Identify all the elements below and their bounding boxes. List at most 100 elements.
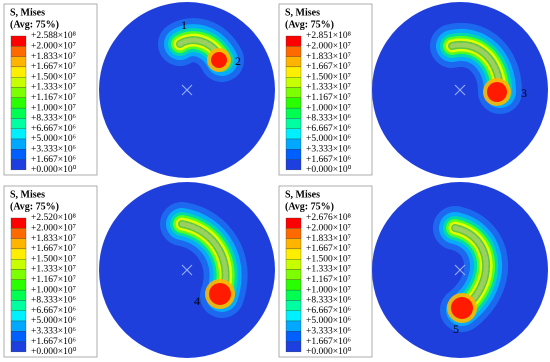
legend-label: +1.000×10⁷ xyxy=(306,285,351,295)
center-cross xyxy=(454,84,466,96)
stress-tip xyxy=(211,52,227,68)
legend-label: +5.000×10⁶ xyxy=(31,316,76,326)
legend-swatch xyxy=(10,46,27,57)
legend-subtitle: (Avg: 75%) xyxy=(285,19,334,30)
legend-label: +1.000×10⁷ xyxy=(31,285,76,295)
center-cross xyxy=(454,264,466,276)
legend-label: +1.833×10⁷ xyxy=(306,52,351,62)
legend-swatch xyxy=(10,159,27,171)
legend-label: +1.667×10⁶ xyxy=(31,337,76,347)
legend-swatch xyxy=(10,77,27,88)
legend-label: +1.167×10⁷ xyxy=(306,275,351,285)
legend-swatch xyxy=(10,107,27,119)
legend-swatch xyxy=(285,228,302,239)
legend-label: +1.500×10⁷ xyxy=(31,254,76,264)
legend-label: +1.667×10⁶ xyxy=(306,155,351,165)
stress-tip xyxy=(209,283,231,305)
legend-label: +2.851×10⁸ xyxy=(306,31,351,41)
legend-swatch xyxy=(10,279,27,291)
legend-label: +3.333×10⁶ xyxy=(306,326,351,336)
legend-label: +1.333×10⁷ xyxy=(306,265,351,275)
legend-swatch xyxy=(285,87,302,98)
legend-label: +1.000×10⁷ xyxy=(306,103,351,113)
center-cross xyxy=(181,84,193,96)
legend-label: +1.167×10⁷ xyxy=(31,275,76,285)
legend-swatch xyxy=(10,300,27,311)
legend-swatch xyxy=(10,228,27,239)
legend-label: +1.167×10⁷ xyxy=(306,93,351,103)
legend-swatch xyxy=(285,259,302,270)
point-marker: 4 xyxy=(194,294,200,308)
legend-label: +2.000×10⁷ xyxy=(31,41,76,51)
legend-swatch xyxy=(10,87,27,98)
legend-label: +1.333×10⁷ xyxy=(31,83,76,93)
legend-swatch xyxy=(285,159,302,171)
legend-swatch xyxy=(285,331,302,342)
legend-label: +8.333×10⁶ xyxy=(31,114,76,124)
legend-swatch xyxy=(10,149,27,160)
legend-swatch xyxy=(10,289,27,301)
legend-swatch xyxy=(10,97,27,109)
legend-swatch xyxy=(10,310,27,322)
legend-swatch xyxy=(285,217,302,229)
legend-swatch xyxy=(285,269,302,280)
legend-label: +2.588×10⁸ xyxy=(31,31,76,41)
legend-label: +1.667×10⁷ xyxy=(306,62,351,72)
legend-swatch xyxy=(285,289,302,301)
legend-swatch xyxy=(285,310,302,322)
legend-label: +8.333×10⁶ xyxy=(306,296,351,306)
point-marker: 1 xyxy=(181,18,187,32)
legend-label: +1.833×10⁷ xyxy=(306,234,351,244)
legend-label: +1.500×10⁷ xyxy=(31,72,76,82)
legend-label: +8.333×10⁶ xyxy=(306,114,351,124)
legend-label: +3.333×10⁶ xyxy=(31,326,76,336)
legend-swatch xyxy=(285,341,302,353)
panel: S, Mises(Avg: 75%)+2.676×10⁸+2.000×10⁷+1… xyxy=(278,182,548,358)
legend-label: +1.833×10⁷ xyxy=(31,234,76,244)
legend-swatch xyxy=(10,341,27,353)
panel: S, Mises(Avg: 75%)+2.851×10⁸+2.000×10⁷+1… xyxy=(278,2,548,178)
panel: S, Mises(Avg: 75%)+2.520×10⁸+2.000×10⁷+1… xyxy=(3,182,275,358)
legend-label: +1.167×10⁷ xyxy=(31,93,76,103)
legend-swatch xyxy=(285,279,302,291)
legend-label: +2.000×10⁷ xyxy=(31,223,76,233)
legend-label: +0.000×10⁰ xyxy=(306,346,352,357)
legend-label: +1.667×10⁷ xyxy=(306,244,351,254)
legend-swatch xyxy=(285,77,302,88)
legend-swatch xyxy=(285,320,302,332)
legend-label: +2.000×10⁷ xyxy=(306,223,351,233)
point-marker: 5 xyxy=(453,322,459,336)
legend-swatch xyxy=(285,149,302,160)
legend-swatch xyxy=(10,138,27,150)
legend-swatch xyxy=(10,128,27,140)
legend-subtitle: (Avg: 75%) xyxy=(285,201,334,212)
legend-title: S, Mises xyxy=(10,189,45,200)
legend-label: +5.000×10⁶ xyxy=(306,134,351,144)
legend-label: +0.000×10⁰ xyxy=(31,164,77,175)
legend-label: +3.333×10⁶ xyxy=(306,144,351,154)
legend-swatch xyxy=(285,97,302,109)
legend-swatch xyxy=(285,35,302,47)
legend-label: +6.667×10⁶ xyxy=(306,306,351,316)
legend-label: +5.000×10⁶ xyxy=(31,134,76,144)
legend-swatch xyxy=(10,248,27,260)
legend-label: +1.333×10⁷ xyxy=(31,265,76,275)
legend-label: +1.667×10⁶ xyxy=(306,337,351,347)
legend-label: +1.667×10⁷ xyxy=(31,244,76,254)
legend-swatch xyxy=(285,56,302,68)
legend-swatch xyxy=(285,300,302,311)
legend-label: +6.667×10⁶ xyxy=(31,124,76,134)
legend-label: +2.000×10⁷ xyxy=(306,41,351,51)
legend-label: +1.500×10⁷ xyxy=(306,72,351,82)
legend-label: +1.667×10⁶ xyxy=(31,155,76,165)
legend-swatch xyxy=(285,238,302,250)
legend-label: +2.676×10⁸ xyxy=(306,213,351,223)
legend-swatch xyxy=(10,66,27,78)
point-marker: 2 xyxy=(235,54,241,68)
legend-label: +6.667×10⁶ xyxy=(31,306,76,316)
legend-swatch xyxy=(10,56,27,68)
legend-subtitle: (Avg: 75%) xyxy=(10,201,59,212)
legend-subtitle: (Avg: 75%) xyxy=(10,19,59,30)
legend-swatch xyxy=(10,269,27,280)
